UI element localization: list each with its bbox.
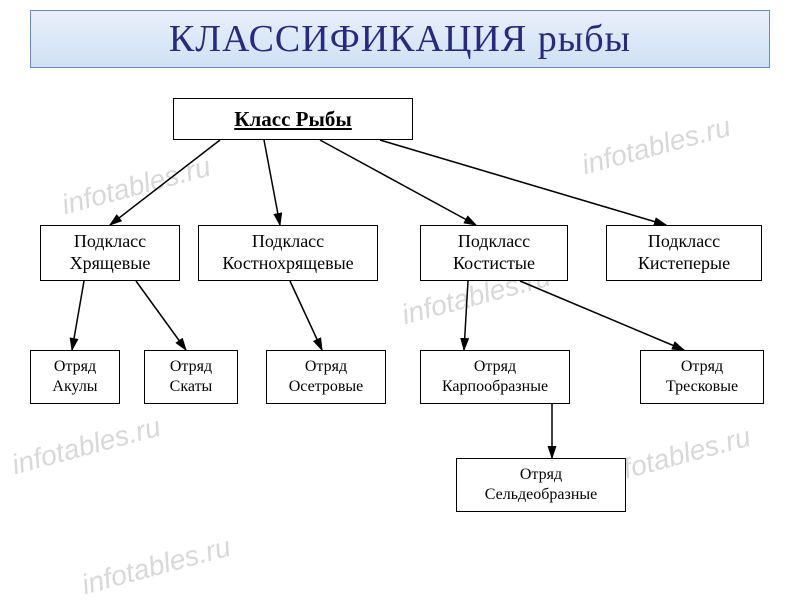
node-line1: Подкласс [74,231,146,253]
node-line1: Подкласс [252,231,324,253]
node-line1: Отряд [474,357,516,377]
node-line2: Костистые [453,253,535,275]
node-line1: Отряд [305,357,347,377]
node-line1: Подкласс [458,231,530,253]
order-node-sturgeons: Отряд Осетровые [266,350,386,404]
tree-root-node: Класс Рыбы [173,98,413,140]
watermark: infotables.ru [58,151,214,221]
title-bar: КЛАССИФИКАЦИЯ рыбы [30,10,770,68]
subclass-node-cartilaginous: Подкласс Хрящевые [40,225,180,281]
node-line2: Скаты [170,377,213,397]
order-node-gadiformes: Отряд Тресковые [640,350,764,404]
node-line2: Сельдеобразные [485,485,597,505]
subclass-node-bonycartilaginous: Подкласс Костнохрящевые [198,225,378,281]
watermark: infotables.ru [578,111,734,181]
node-line2: Акулы [52,377,97,397]
order-node-clupeiformes: Отряд Сельдеобразные [456,458,626,512]
order-node-sharks: Отряд Акулы [30,350,120,404]
node-line2: Карпообразные [442,377,548,397]
subclass-node-bony: Подкласс Костистые [420,225,568,281]
node-line1: Отряд [170,357,212,377]
order-node-rays: Отряд Скаты [144,350,238,404]
node-line1: Отряд [681,357,723,377]
node-line1: Отряд [520,465,562,485]
watermark: infotables.ru [78,531,234,601]
root-label: Класс Рыбы [234,107,352,132]
subclass-node-lobefinned: Подкласс Кистеперые [606,225,762,281]
order-node-cypriniformes: Отряд Карпообразные [420,350,570,404]
node-line2: Кистеперые [638,253,730,275]
page-title: КЛАССИФИКАЦИЯ рыбы [169,17,631,61]
node-line1: Подкласс [648,231,720,253]
node-line1: Отряд [54,357,96,377]
watermark: infotables.ru [8,411,164,481]
node-line2: Костнохрящевые [222,253,353,275]
node-line2: Тресковые [666,377,738,397]
node-line2: Хрящевые [70,253,151,275]
node-line2: Осетровые [289,377,364,397]
